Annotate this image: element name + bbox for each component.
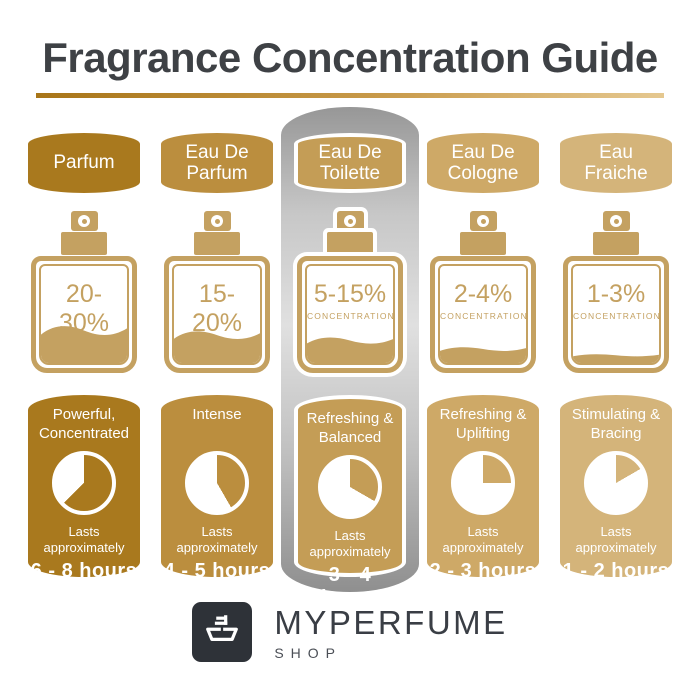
nozzle-dot [613, 218, 619, 224]
lasts-label: Lasts approximately [176, 524, 258, 556]
card-parfum: Powerful, Concentrated Lasts approximate… [28, 395, 140, 582]
liquid-fill [307, 337, 393, 363]
brand-sub: SHOP [274, 644, 343, 661]
lasts-label: Lasts approximately [43, 524, 125, 556]
nozzle-circle [610, 215, 622, 227]
page-title: Fragrance Concentration Guide [42, 34, 658, 81]
bottle-inner-frame: 1-3% CONCENTRATION [571, 264, 661, 365]
column-eau-de-toilette: Eau De Toilette 5-15% CONCENTRATION Refr… [294, 133, 406, 609]
scent-character: Powerful, Concentrated [38, 406, 130, 442]
clock-pie-icon [318, 455, 382, 519]
liquid-fill [440, 347, 526, 363]
clock-pie-icon [185, 451, 249, 515]
perfume-bottle-logo-icon [192, 602, 253, 662]
bottle-collar [61, 232, 107, 255]
bottle-body: 2-4% CONCENTRATION [430, 256, 536, 373]
spray-nozzle-icon [70, 211, 98, 231]
concentration-value: 2-4% [453, 280, 513, 308]
column-eau-fraiche: Eau Fraiche 1-3% CONCENTRATION Stimulati… [560, 133, 672, 582]
card-eau-de-parfum: Intense Lasts approximately 4 - 5 hours [161, 395, 273, 582]
concentration-value: 20-30% [58, 280, 110, 337]
bottle-eau-de-parfum: 15-20% CONCENTRATION [164, 211, 270, 373]
nozzle-dot [480, 218, 486, 224]
scent-character: Refreshing & Balanced [306, 410, 394, 446]
nozzle-circle [344, 215, 356, 227]
concentration-value: 1-3% [586, 280, 646, 308]
duration-value: 2 - 3 hours [429, 559, 537, 582]
lasts-label: Lasts approximately [442, 524, 524, 556]
duration-value: 6 - 8 hours [30, 559, 138, 582]
concentration-label: CONCENTRATION [573, 311, 661, 321]
scent-character: Stimulating & Bracing [571, 406, 661, 442]
nozzle-dot [214, 218, 220, 224]
liquid-fill [41, 326, 127, 363]
scent-character: Intense [192, 406, 242, 423]
badge-eau-de-toilette: Eau De Toilette [294, 133, 406, 193]
liquid-fill [573, 354, 659, 363]
nozzle-dot [81, 218, 87, 224]
duration-value: 4 - 5 hours [163, 559, 271, 582]
nozzle-dot [347, 218, 353, 224]
card-eau-de-cologne: Refreshing & Uplifting Lasts approximate… [427, 395, 539, 582]
bottle-parfum: 20-30% CONCENTRATION [31, 211, 137, 373]
spray-nozzle-icon [336, 211, 364, 231]
spray-nozzle-icon [469, 211, 497, 231]
bottle-collar [593, 232, 639, 255]
column-eau-de-parfum: Eau De Parfum 15-20% CONCENTRATION Inten… [161, 133, 273, 582]
scent-character: Refreshing & Uplifting [439, 406, 527, 442]
bottle-body: 20-30% CONCENTRATION [31, 256, 137, 373]
clock-pie-icon [451, 451, 515, 515]
brand-text: MYPERFUME SHOP [274, 604, 507, 661]
bottle-collar [194, 232, 240, 255]
spray-nozzle-icon [602, 211, 630, 231]
bottle-inner-frame: 15-20% CONCENTRATION [172, 264, 262, 365]
badge-eau-de-parfum: Eau De Parfum [161, 133, 273, 193]
concentration-value: 5-15% [313, 280, 387, 308]
bottle-eau-de-toilette: 5-15% CONCENTRATION [297, 211, 403, 373]
card-eau-de-toilette: Refreshing & Balanced Lasts approximatel… [294, 395, 406, 609]
card-eau-fraiche: Stimulating & Bracing Lasts approximatel… [560, 395, 672, 582]
bottle-body: 5-15% CONCENTRATION [297, 256, 403, 373]
clock-pie-icon [584, 451, 648, 515]
bottle-inner-frame: 2-4% CONCENTRATION [438, 264, 528, 365]
brand-name: MYPERFUME [274, 603, 508, 641]
bottle-body: 15-20% CONCENTRATION [164, 256, 270, 373]
nozzle-circle [78, 215, 90, 227]
badge-eau-fraiche: Eau Fraiche [560, 133, 672, 193]
badge-label: Eau Fraiche [584, 141, 648, 184]
nozzle-circle [211, 215, 223, 227]
concentration-label: CONCENTRATION [307, 311, 395, 321]
lasts-label: Lasts approximately [575, 524, 657, 556]
bottle-eau-fraiche: 1-3% CONCENTRATION [563, 211, 669, 373]
column-parfum: Parfum 20-30% CONCENTRATION Powerful, Co… [28, 133, 140, 582]
lasts-label: Lasts approximately [309, 528, 391, 560]
bottle-eau-de-cologne: 2-4% CONCENTRATION [430, 211, 536, 373]
badge-label: Eau De Parfum [185, 141, 249, 184]
bottle-collar [460, 232, 506, 255]
badge-label: Eau De Cologne [447, 141, 519, 184]
bottle-collar [327, 232, 373, 255]
bottle-body: 1-3% CONCENTRATION [563, 256, 669, 373]
footer-brand: MYPERFUME SHOP [0, 602, 700, 662]
badge-label: Parfum [53, 152, 115, 174]
column-eau-de-cologne: Eau De Cologne 2-4% CONCENTRATION Refres… [427, 133, 539, 582]
clock-pie-icon [52, 451, 116, 515]
bottle-inner-frame: 20-30% CONCENTRATION [39, 264, 129, 365]
liquid-fill [174, 331, 260, 363]
spray-nozzle-icon [203, 211, 231, 231]
badge-eau-de-cologne: Eau De Cologne [427, 133, 539, 193]
bottle-inner-frame: 5-15% CONCENTRATION [305, 264, 395, 365]
duration-value: 1 - 2 hours [562, 559, 670, 582]
columns-row: Parfum 20-30% CONCENTRATION Powerful, Co… [28, 133, 672, 609]
badge-label: Eau De Toilette [318, 141, 382, 184]
nozzle-circle [477, 215, 489, 227]
duration-value: 3 - 4 hours [320, 563, 380, 609]
badge-parfum: Parfum [28, 133, 140, 193]
concentration-label: CONCENTRATION [440, 311, 528, 321]
title-underline [36, 93, 664, 98]
